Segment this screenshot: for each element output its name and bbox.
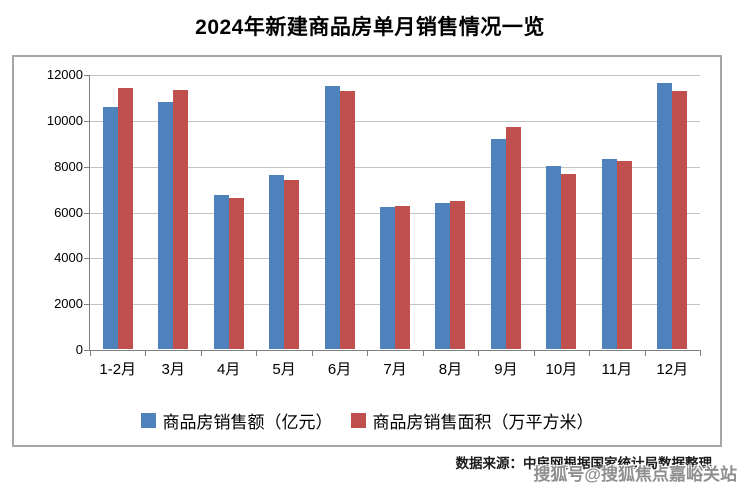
x-axis-label: 12月 [656,361,689,378]
bar-sales-area [561,173,577,349]
legend-swatch [350,413,366,428]
bar-sales-amount [324,86,340,349]
legend-swatch [140,413,156,428]
y-axis-label: 2000 [54,296,83,312]
y-axis-label: 12000 [46,67,83,82]
bar-sales-amount [213,195,229,349]
y-axis-tick [84,212,90,214]
x-axis-label: 4月 [216,361,241,378]
y-axis-label: 8000 [54,158,83,174]
x-axis-tick [422,350,424,356]
x-axis-label: 11月 [601,361,633,378]
bar-sales-area [228,198,244,349]
bar-sales-amount [657,82,673,349]
legend-item: 商品房销售额（亿元） [140,408,333,433]
y-axis-tick [84,75,90,76]
watermark: 搜狐号@搜狐焦点嘉峪关站 [533,465,737,484]
bar-sales-area [173,90,189,349]
bar-sales-amount [546,166,562,349]
x-axis-tick [256,350,258,356]
bar-sales-area [505,127,521,349]
bar-sales-area [616,161,632,349]
x-axis-tick [200,350,202,356]
chart-legend: 商品房销售额（亿元） 商品房销售面积（万平方米） [14,408,720,433]
y-axis-label: 6000 [54,204,83,220]
x-axis-label: 9月 [494,361,518,378]
x-axis-label: 3月 [161,361,185,378]
bar-sales-area [339,90,355,349]
plot-area: 0 2000 4000 6000 8000 10000 12000 1-2月 3月 4月 5月 6月… [47,68,701,378]
grid-line [90,166,700,168]
bar-sales-area [672,90,688,349]
x-axis-label: 5月 [272,361,296,378]
x-axis-label: 6月 [327,361,352,378]
chart-frame: 0 2000 4000 6000 8000 10000 12000 1-2月 3月 4月 5月 6月… [12,55,722,447]
y-axis-tick [84,304,90,306]
bar-sales-area [117,88,133,349]
y-axis-label: 4000 [54,250,83,266]
y-axis-tick [84,120,90,122]
x-axis-tick [90,350,91,356]
bar-sales-amount [269,174,285,349]
bar-sales-area [450,201,466,349]
x-axis-tick [145,350,147,356]
x-axis-tick [589,350,591,356]
y-axis-tick [84,258,90,260]
source-note: 数据来源：中房网根据国家统计局数据整理 [455,456,713,471]
x-axis-label: 1-2月 [99,361,137,378]
legend-label: 商品房销售额（亿元） [162,413,333,432]
x-axis-tick [311,350,313,356]
x-axis-label: 8月 [438,361,463,378]
x-axis-tick [367,350,369,356]
bar-sales-area [395,206,410,349]
y-axis-label: 0 [75,342,83,357]
x-axis-line [90,350,700,351]
x-axis-label: 7月 [383,361,407,378]
grid-line [90,75,700,76]
x-axis-tick [700,350,701,356]
bar-sales-area [284,179,300,349]
x-axis-tick [533,350,535,356]
grid-line [90,120,700,122]
legend-label: 商品房销售面积（万平方米） [372,413,594,432]
x-axis-tick [478,350,480,356]
bar-sales-amount [601,159,617,349]
legend-item: 商品房销售面积（万平方米） [350,408,594,433]
bar-sales-amount [435,202,451,349]
bar-sales-amount [490,139,506,349]
y-axis-tick [84,166,90,168]
y-axis-tick [84,350,90,351]
bar-sales-amount [158,101,174,349]
bar-sales-amount [380,207,395,349]
y-axis-label: 10000 [46,112,83,128]
chart-title: 2024年新建商品房单月销售情况一览 [195,16,545,39]
x-axis-tick [644,350,646,356]
x-axis-label: 10月 [545,361,578,378]
bar-sales-amount [102,106,118,349]
